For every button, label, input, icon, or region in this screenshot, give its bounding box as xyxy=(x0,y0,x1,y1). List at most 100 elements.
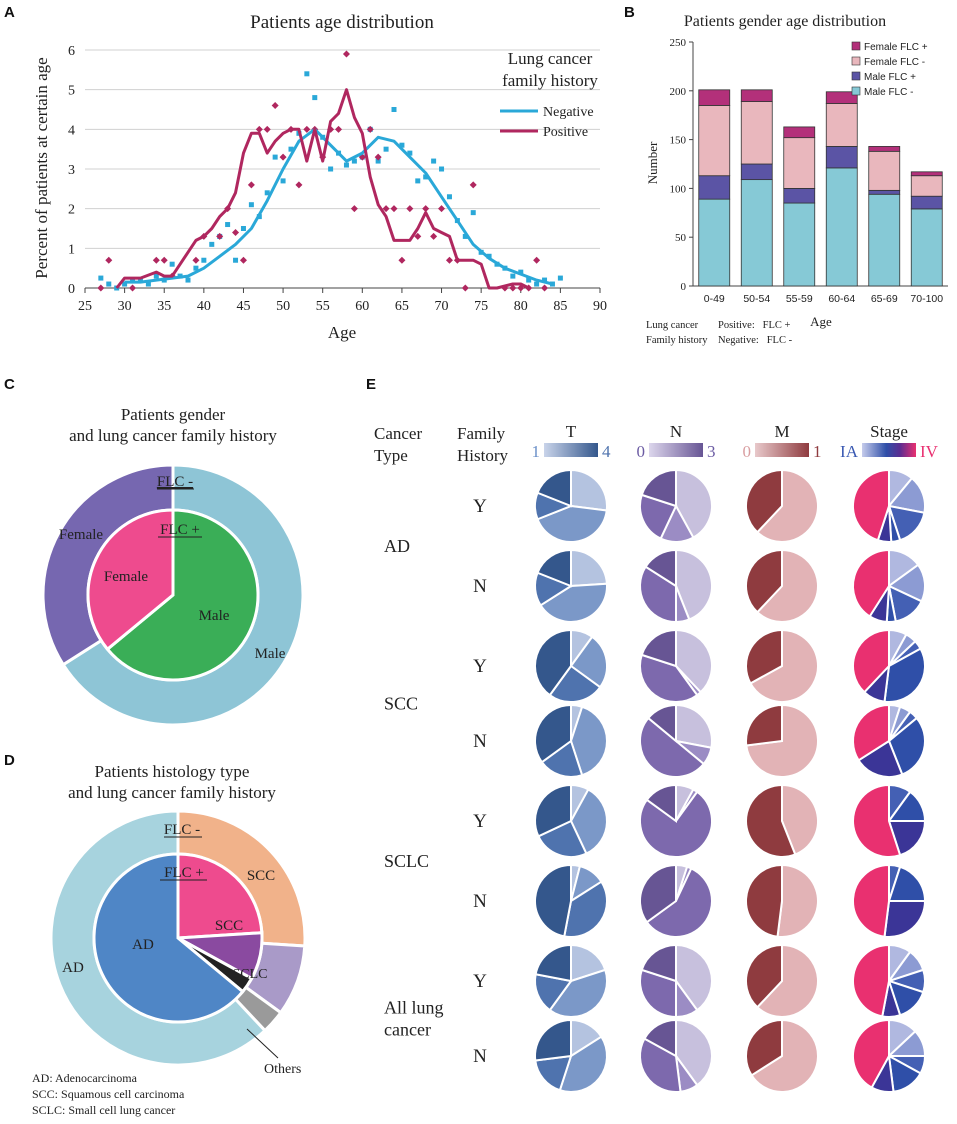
x-tick-label: 0-49 xyxy=(704,293,725,305)
bar-segment xyxy=(910,175,943,197)
negative-point xyxy=(375,158,381,164)
negative-point xyxy=(185,277,191,283)
header-cancer-2: Type xyxy=(374,446,408,465)
positive-point xyxy=(414,232,422,240)
pie-t-slice xyxy=(534,628,572,697)
panel-d-letter: D xyxy=(4,752,15,769)
pie-t-slice xyxy=(563,880,608,938)
negative-point xyxy=(391,107,397,112)
note-sclc: SCLC: Small cell lung cancer xyxy=(32,1103,175,1117)
others-label: Others xyxy=(264,1062,301,1077)
pie-t-slice xyxy=(534,703,572,764)
pie-t-slice xyxy=(536,504,608,543)
panel-a-letter: A xyxy=(4,4,15,21)
chart-d-donut: FLC - FLC + SCC AD AD SCC SCLC xyxy=(49,809,307,1067)
panel-e: E Cancer Type Family History T 1 4 N 0 3 M 0 1 St… xyxy=(366,376,939,1094)
inner-slice-female xyxy=(86,508,175,652)
pie-t-slice xyxy=(540,739,584,778)
chart-a-legend: Lung cancer family history Negative Posi… xyxy=(500,49,598,140)
bar-segment xyxy=(868,146,901,152)
positive-point xyxy=(374,153,382,161)
negative-point xyxy=(288,146,294,152)
positive-point xyxy=(509,284,517,292)
negative-point xyxy=(328,166,334,172)
pie-n-slice xyxy=(640,628,677,668)
negative-point xyxy=(446,194,452,200)
positive-point xyxy=(382,205,390,213)
negative-point xyxy=(312,95,318,101)
column-scale-m xyxy=(755,443,809,457)
chart-c-title-2: and lung cancer family history xyxy=(69,426,277,445)
pie-t-slice xyxy=(569,705,608,777)
pie-m-slice xyxy=(745,943,783,1009)
chart-a-points xyxy=(97,50,563,292)
footnote-right-1: Positive: FLC + xyxy=(718,320,791,331)
chart-a-title: Patients age distribution xyxy=(250,12,434,33)
pie-m-slice xyxy=(745,863,783,938)
legend-label: Male FLC - xyxy=(864,87,913,98)
outer-male-label: Male xyxy=(255,646,286,662)
pie-t-slice xyxy=(548,664,602,703)
bar-segment xyxy=(740,163,773,181)
pie-m-slice xyxy=(745,703,783,747)
pie-t-slice xyxy=(536,548,572,588)
panel-e-letter: E xyxy=(366,376,376,393)
negative-point xyxy=(557,275,563,281)
bar-segment xyxy=(868,150,901,191)
pie-stage-slice xyxy=(852,628,890,694)
panel-b-letter: B xyxy=(624,4,635,21)
y-tick-label: 3 xyxy=(68,163,75,178)
inner-slice-ad xyxy=(92,852,245,1024)
chart-b-footnote: Lung cancer Family history Positive: FLC… xyxy=(646,320,793,346)
negative-point xyxy=(98,275,104,281)
inner-slice-male xyxy=(105,508,260,682)
pie-t-slice xyxy=(569,788,608,855)
bar-segment xyxy=(868,193,901,287)
header-family-2: History xyxy=(457,446,509,465)
negative-point xyxy=(233,257,239,263)
bar-segment xyxy=(910,195,943,210)
pie-t-slice xyxy=(569,635,608,689)
column-header-n: N xyxy=(670,422,682,441)
pie-t-slice xyxy=(534,863,572,938)
negative-point xyxy=(351,158,357,164)
positive-point xyxy=(398,256,406,264)
pie-m-slice xyxy=(745,783,797,858)
pie-n-slice xyxy=(639,493,678,540)
pie-stage-slice xyxy=(887,716,926,776)
y-tick-label: 0 xyxy=(68,282,75,297)
outer-ring-label: FLC - xyxy=(157,474,193,490)
bar-segment xyxy=(783,202,816,287)
scale-high-label: 4 xyxy=(602,442,611,461)
positive-point xyxy=(247,181,255,189)
negative-point xyxy=(130,277,136,283)
negative-point xyxy=(526,277,532,283)
chart-b-title: Patients gender age distribution xyxy=(684,13,886,30)
header-family-1: Family xyxy=(457,424,506,443)
bar-segment xyxy=(698,89,731,106)
pie-n-slice xyxy=(675,548,713,621)
negative-point xyxy=(106,281,112,287)
pie-t-slice xyxy=(548,968,608,1018)
negative-point xyxy=(510,273,516,279)
negative-point xyxy=(542,277,548,283)
positive-point xyxy=(97,284,105,292)
pie-t-slice xyxy=(539,582,608,623)
pie-n-slice xyxy=(639,653,699,703)
y-tick-label: 6 xyxy=(68,44,75,59)
bar-segment xyxy=(868,189,901,195)
negative-trend-line xyxy=(124,127,553,286)
x-tick-label: 40 xyxy=(197,299,211,314)
note-scc: SCC: Squamous cell carcinoma xyxy=(32,1087,185,1101)
family-history-label: N xyxy=(473,731,487,752)
scale-low-label: 1 xyxy=(532,442,541,461)
x-tick-label: 50 xyxy=(276,299,290,314)
positive-point xyxy=(255,125,263,133)
negative-point xyxy=(272,154,278,160)
bar-segment xyxy=(740,179,773,287)
bar-segment xyxy=(910,208,943,287)
scale-high-label: 1 xyxy=(813,442,822,461)
x-tick-label: 35 xyxy=(157,299,171,314)
